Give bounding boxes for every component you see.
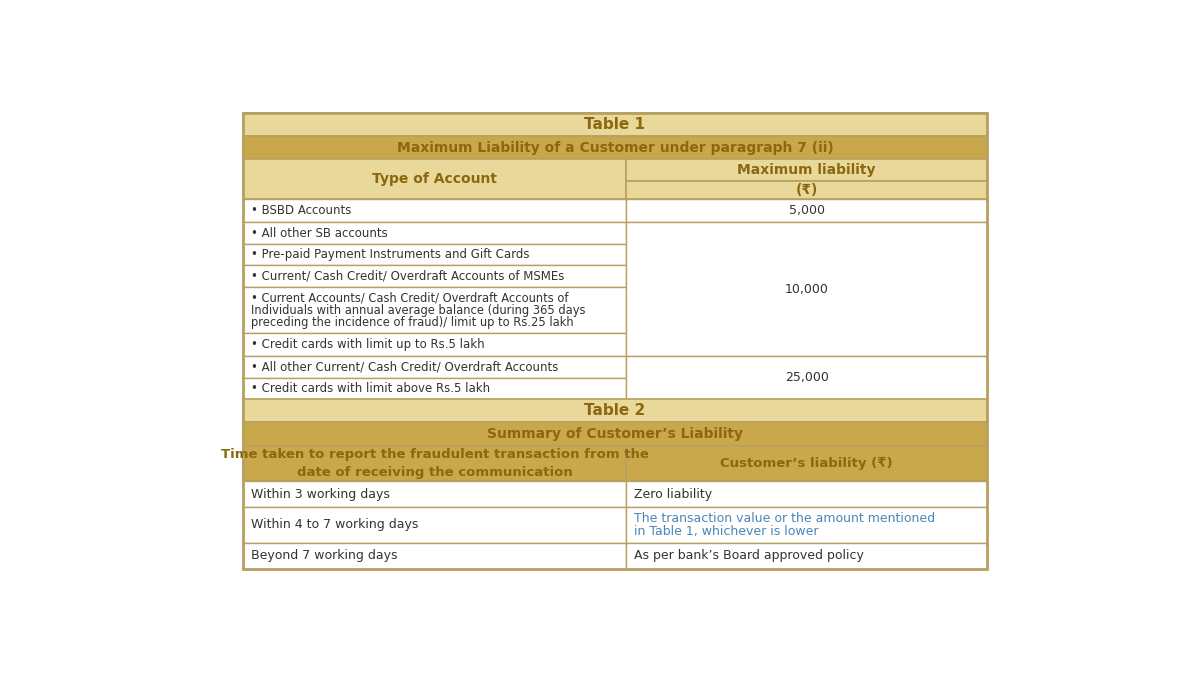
- Bar: [242, 481, 626, 507]
- Text: 10,000: 10,000: [785, 283, 828, 296]
- Text: • Current/ Cash Credit/ Overdraft Accounts of MSMEs: • Current/ Cash Credit/ Overdraft Accoun…: [251, 270, 564, 283]
- Bar: [242, 356, 626, 378]
- Text: • Current Accounts/ Cash Credit/ Overdraft Accounts of: • Current Accounts/ Cash Credit/ Overdra…: [251, 292, 569, 304]
- Bar: [626, 159, 986, 181]
- Text: • Pre-paid Payment Instruments and Gift Cards: • Pre-paid Payment Instruments and Gift …: [251, 248, 529, 261]
- Bar: [242, 543, 626, 569]
- Text: Within 3 working days: Within 3 working days: [251, 487, 390, 501]
- Bar: [626, 481, 986, 507]
- Bar: [626, 199, 986, 222]
- Bar: [242, 159, 626, 199]
- Text: Type of Account: Type of Account: [372, 172, 497, 186]
- Bar: [242, 423, 986, 446]
- Text: Individuals with annual average balance (during 365 days: Individuals with annual average balance …: [251, 304, 586, 317]
- Bar: [626, 446, 986, 481]
- Bar: [242, 287, 626, 333]
- Text: Maximum Liability of a Customer under paragraph 7 (ii): Maximum Liability of a Customer under pa…: [397, 140, 833, 155]
- Text: • BSBD Accounts: • BSBD Accounts: [251, 205, 352, 217]
- Text: 5,000: 5,000: [788, 205, 824, 217]
- Bar: [626, 507, 986, 543]
- Text: Zero liability: Zero liability: [634, 487, 712, 501]
- Text: Time taken to report the fraudulent transaction from the
date of receiving the c: Time taken to report the fraudulent tran…: [221, 448, 648, 479]
- Bar: [242, 446, 626, 481]
- Text: • Credit cards with limit above Rs.5 lakh: • Credit cards with limit above Rs.5 lak…: [251, 382, 490, 395]
- Text: Table 1: Table 1: [584, 117, 646, 132]
- Bar: [242, 199, 626, 222]
- Text: • Credit cards with limit up to Rs.5 lakh: • Credit cards with limit up to Rs.5 lak…: [251, 338, 485, 351]
- Text: Beyond 7 working days: Beyond 7 working days: [251, 549, 397, 562]
- Bar: [242, 222, 626, 244]
- Bar: [242, 113, 986, 569]
- Bar: [626, 356, 986, 400]
- Text: As per bank’s Board approved policy: As per bank’s Board approved policy: [634, 549, 864, 562]
- Text: • All other Current/ Cash Credit/ Overdraft Accounts: • All other Current/ Cash Credit/ Overdr…: [251, 360, 558, 373]
- Bar: [626, 222, 986, 356]
- Text: in Table 1, whichever is lower: in Table 1, whichever is lower: [634, 524, 818, 538]
- Bar: [242, 333, 626, 356]
- Text: Within 4 to 7 working days: Within 4 to 7 working days: [251, 518, 418, 531]
- Text: The transaction value or the amount mentioned: The transaction value or the amount ment…: [634, 512, 935, 525]
- Bar: [242, 400, 986, 423]
- Text: Maximum liability: Maximum liability: [737, 163, 876, 177]
- Text: Customer’s liability (₹): Customer’s liability (₹): [720, 457, 893, 470]
- Bar: [626, 543, 986, 569]
- Bar: [242, 136, 986, 159]
- Text: Summary of Customer’s Liability: Summary of Customer’s Liability: [487, 427, 743, 441]
- Text: • All other SB accounts: • All other SB accounts: [251, 227, 388, 240]
- Bar: [242, 265, 626, 287]
- Bar: [242, 113, 986, 136]
- Bar: [242, 507, 626, 543]
- Text: (₹): (₹): [796, 183, 817, 197]
- Bar: [242, 378, 626, 400]
- Bar: [626, 181, 986, 199]
- Text: preceding the incidence of fraud)/ limit up to Rs.25 lakh: preceding the incidence of fraud)/ limit…: [251, 316, 574, 329]
- Bar: [242, 244, 626, 265]
- Text: Table 2: Table 2: [584, 404, 646, 418]
- Text: 25,000: 25,000: [785, 371, 828, 384]
